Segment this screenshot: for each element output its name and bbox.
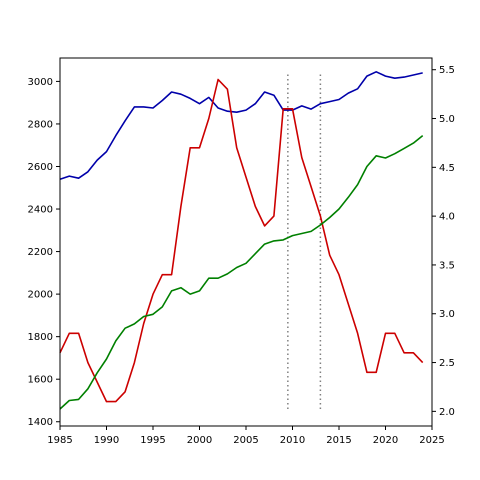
y-axis-right: 2.0 2.5 3.0 3.5 4.0 4.5 5.0 5.5 — [432, 65, 455, 418]
x-tick-label: 1995 — [140, 435, 165, 446]
y2-tick-label: 5.0 — [439, 114, 455, 125]
x-tick-label: 2025 — [419, 435, 444, 446]
y-tick-label: 1400 — [28, 417, 53, 428]
series-line-3 — [59, 134, 424, 410]
y2-tick-label: 4.0 — [439, 212, 455, 223]
x-tick-label: 2020 — [373, 435, 398, 446]
x-tick-label: 2010 — [280, 435, 305, 446]
y-tick-label: 2400 — [28, 205, 53, 216]
x-tick-label: 1990 — [94, 435, 119, 446]
y2-tick-label: 3.5 — [439, 260, 455, 271]
x-tick-label: 2015 — [326, 435, 351, 446]
series-line-2 — [59, 78, 424, 403]
y2-tick-label: 5.5 — [439, 65, 455, 76]
y-tick-label: 2800 — [28, 119, 53, 130]
y2-tick-label: 2.0 — [439, 407, 455, 418]
x-axis: 1985 1990 1995 2000 2005 2010 2015 2020 2025 — [47, 426, 445, 446]
y2-tick-label: 3.0 — [439, 309, 455, 320]
x-tick-label: 1985 — [47, 435, 72, 446]
y-tick-label: 2600 — [28, 162, 53, 173]
y-tick-label: 1600 — [28, 375, 53, 386]
y-tick-label: 2200 — [28, 247, 53, 258]
y-axis-left: 1400 1600 1800 2000 2200 2400 2600 2800 3000 — [28, 77, 60, 428]
y-tick-label: 3000 — [28, 77, 53, 88]
series-line-1 — [59, 71, 423, 180]
y-tick-label: 2000 — [28, 290, 53, 301]
reference-lines — [287, 72, 322, 409]
series-lines — [59, 71, 424, 410]
plot-background — [60, 58, 432, 426]
y-tick-label: 1800 — [28, 332, 53, 343]
y2-tick-label: 2.5 — [439, 358, 455, 369]
x-tick-label: 2005 — [233, 435, 258, 446]
x-tick-label: 2000 — [187, 435, 212, 446]
y2-tick-label: 4.5 — [439, 163, 455, 174]
